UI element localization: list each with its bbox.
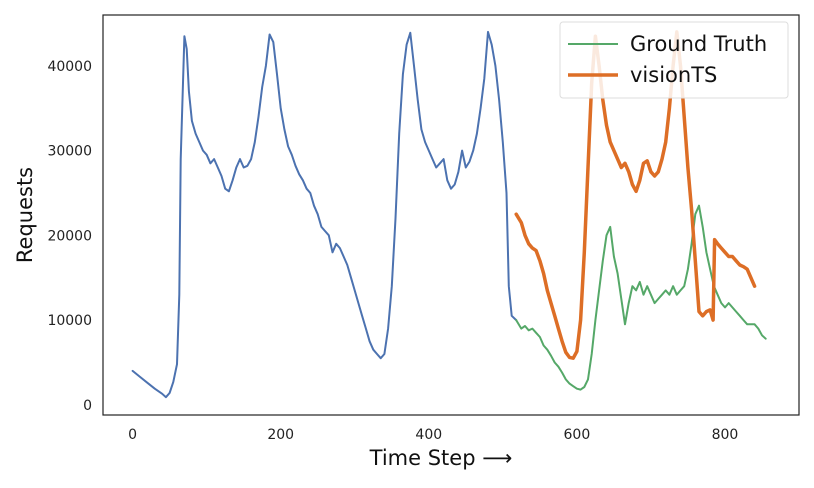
axis-ticks: 0 200 400 600 800 0 10000 20000 30000 40000 bbox=[47, 59, 738, 443]
y-tick-label: 40000 bbox=[47, 59, 92, 75]
x-tick-label: 200 bbox=[267, 427, 294, 443]
y-tick-label: 20000 bbox=[47, 228, 92, 244]
history-series-line bbox=[131, 30, 518, 399]
series-line-visionts bbox=[514, 30, 757, 360]
x-tick-label: 800 bbox=[712, 427, 739, 443]
x-axis-label: Time Step ⟶ bbox=[369, 446, 513, 470]
y-tick-label: 30000 bbox=[47, 144, 92, 160]
x-tick-label: 400 bbox=[415, 427, 442, 443]
legend-label-visionts: visionTS bbox=[630, 63, 717, 87]
x-tick-label: 0 bbox=[128, 427, 137, 443]
plot-frame bbox=[102, 14, 800, 416]
series-lines bbox=[131, 30, 767, 399]
legend: Ground Truth visionTS bbox=[559, 21, 789, 99]
series-line-ground-truth bbox=[515, 204, 767, 391]
y-axis-label: Requests bbox=[13, 167, 37, 263]
y-tick-label: 0 bbox=[83, 398, 92, 414]
y-tick-label: 10000 bbox=[47, 313, 92, 329]
legend-box bbox=[559, 21, 789, 99]
x-tick-label: 600 bbox=[564, 427, 591, 443]
legend-label-ground-truth: Ground Truth bbox=[630, 32, 767, 56]
